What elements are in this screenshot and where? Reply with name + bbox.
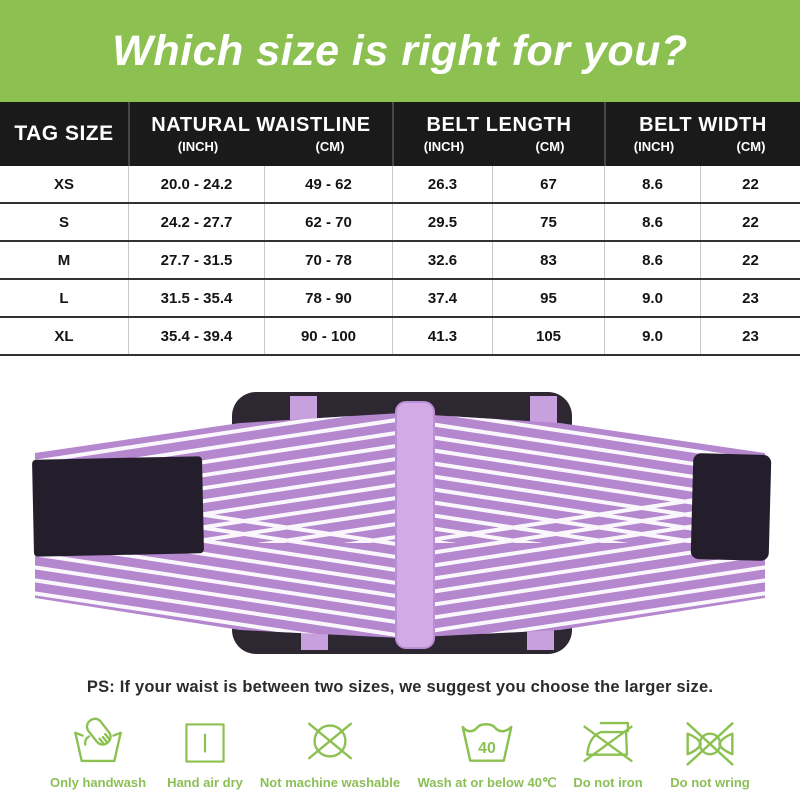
cell-length-cm: 95: [492, 280, 604, 316]
right-velcro-pad: [690, 453, 772, 561]
cell-waist-inch: 20.0 - 24.2: [128, 166, 264, 202]
col-group-natural-waistline: NATURAL WAISTLINE (INCH) (CM): [128, 102, 392, 166]
air-dry-icon: [185, 723, 225, 763]
cell-waist-cm: 90 - 100: [264, 318, 392, 354]
cell-width-cm: 22: [700, 204, 800, 240]
group-subheaders: (INCH) (CM): [606, 138, 800, 156]
no-machine-wash-icon: [307, 722, 353, 760]
care-item-do-not-wring: Do not wring: [620, 710, 800, 790]
group-title: BELT WIDTH: [639, 114, 767, 136]
table-row-l: L 31.5 - 35.4 78 - 90 37.4 95 9.0 23: [0, 280, 800, 318]
table-row-xl: XL 35.4 - 39.4 90 - 100 41.3 105 9.0 23: [0, 318, 800, 356]
cell-width-cm: 23: [700, 318, 800, 354]
group-subheaders: (INCH) (CM): [130, 138, 392, 156]
care-item-wash-40: 40 Wash at or below 40℃: [397, 710, 577, 791]
cell-width-inch: 9.0: [604, 318, 700, 354]
cell-waist-cm: 62 - 70: [264, 204, 392, 240]
table-row-m: M 27.7 - 31.5 70 - 78 32.6 83 8.6 22: [0, 242, 800, 280]
care-item-handwash: Only handwash: [8, 710, 188, 790]
care-item-no-machine-wash: Not machine washable: [240, 710, 420, 790]
size-note: PS: If your waist is between two sizes, …: [86, 678, 714, 696]
cell-length-inch: 37.4: [392, 280, 492, 316]
care-label: Do not iron: [573, 775, 643, 790]
subheader-inch: (INCH): [423, 139, 465, 154]
cell-width-cm: 22: [700, 166, 800, 202]
cell-size: XS: [53, 175, 74, 193]
subheader-cm: (CM): [535, 139, 565, 154]
do-not-wring-icon: [686, 722, 734, 766]
cell-width-inch: 9.0: [604, 280, 700, 316]
cell-length-cm: 83: [492, 242, 604, 278]
subheader-inch: (INCH): [633, 139, 675, 154]
cell-length-inch: 29.5: [392, 204, 492, 240]
size-table: TAG SIZE NATURAL WAISTLINE (INCH) (CM) B…: [0, 102, 800, 356]
care-label: Wash at or below 40℃: [417, 775, 557, 790]
care-label: Do not wring: [670, 775, 750, 790]
cell-waist-inch: 24.2 - 27.7: [128, 204, 264, 240]
page-title: Which size is right for you?: [112, 26, 688, 75]
group-title: NATURAL WAISTLINE: [151, 114, 371, 136]
cell-waist-inch: 27.7 - 31.5: [128, 242, 264, 278]
svg-text:40: 40: [478, 740, 496, 757]
cell-width-cm: 23: [700, 280, 800, 316]
cell-width-inch: 8.6: [604, 204, 700, 240]
care-item-do-not-iron: Do not iron: [518, 710, 698, 790]
cell-waist-inch: 35.4 - 39.4: [128, 318, 264, 354]
left-velcro-pad: [32, 456, 204, 557]
care-label: Hand air dry: [167, 775, 243, 790]
table-row-s: S 24.2 - 27.7 62 - 70 29.5 75 8.6 22: [0, 204, 800, 242]
cell-length-cm: 75: [492, 204, 604, 240]
cell-waist-cm: 78 - 90: [264, 280, 392, 316]
cell-waist-cm: 49 - 62: [264, 166, 392, 202]
cell-length-inch: 26.3: [392, 166, 492, 202]
banner: Which size is right for you?: [0, 0, 800, 102]
wash-40-icon: 40: [461, 723, 513, 762]
belt-product-image: [32, 392, 772, 654]
group-subheaders: (INCH) (CM): [394, 138, 604, 156]
care-label: Not machine washable: [259, 775, 401, 790]
cell-width-cm: 22: [700, 242, 800, 278]
col-header-tag-size: TAG SIZE: [14, 122, 114, 145]
cell-size: S: [58, 213, 69, 231]
cell-waist-cm: 70 - 78: [264, 242, 392, 278]
cell-size: L: [59, 289, 69, 307]
cell-length-inch: 41.3: [392, 318, 492, 354]
col-group-belt-length: BELT LENGTH (INCH) (CM): [392, 102, 604, 166]
center-vertical-strap: [395, 401, 435, 649]
cell-length-cm: 67: [492, 166, 604, 202]
table-row-xs: XS 20.0 - 24.2 49 - 62 26.3 67 8.6 22: [0, 166, 800, 204]
cell-width-inch: 8.6: [604, 166, 700, 202]
cell-size: XL: [54, 327, 74, 345]
subheader-cm: (CM): [736, 139, 766, 154]
col-group-belt-width: BELT WIDTH (INCH) (CM): [604, 102, 800, 166]
subheader-cm: (CM): [315, 139, 345, 154]
handwash-icon: [74, 717, 122, 763]
cell-length-cm: 105: [492, 318, 604, 354]
cell-width-inch: 8.6: [604, 242, 700, 278]
care-label: Only handwash: [49, 775, 147, 790]
cell-waist-inch: 31.5 - 35.4: [128, 280, 264, 316]
do-not-iron-icon: [583, 721, 633, 763]
subheader-inch: (INCH): [177, 139, 219, 154]
care-item-air-dry: Hand air dry: [115, 710, 295, 790]
cell-size: M: [57, 251, 71, 269]
cell-length-inch: 32.6: [392, 242, 492, 278]
group-title: BELT LENGTH: [426, 114, 572, 136]
table-header: TAG SIZE NATURAL WAISTLINE (INCH) (CM) B…: [0, 102, 800, 166]
